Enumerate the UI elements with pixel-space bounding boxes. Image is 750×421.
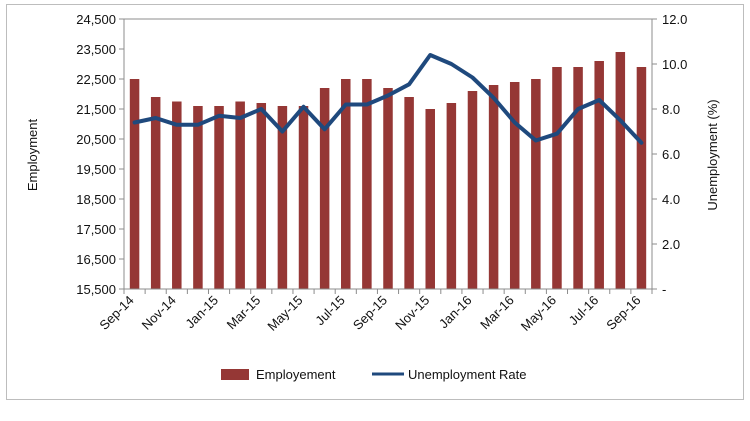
- label-layer: Employment Unemployment (%): [25, 99, 720, 210]
- x-tick-label-Jan-16: Jan-16: [436, 293, 475, 332]
- y-tick-label-5: 19,500: [76, 162, 116, 177]
- y2-tick-label-0: 12.0: [662, 12, 687, 27]
- employment-bar-Jun-15: [319, 88, 330, 289]
- y2-tick-label-3: 6.0: [662, 147, 680, 162]
- y-tick-label-2: 22,500: [76, 72, 116, 87]
- employment-bar-Nov-15: [425, 109, 435, 289]
- y-tick-label-6: 18,500: [76, 192, 116, 207]
- employment-bar-Apr-16: [531, 79, 541, 289]
- x-tick-label-Jan-15: Jan-15: [182, 292, 221, 331]
- page-bottom-strip: [0, 408, 750, 421]
- employment-bar-Sep-14: [129, 79, 140, 289]
- y2-tick-label-5: 2.0: [662, 237, 680, 252]
- employment-bar-May-15: [298, 106, 309, 289]
- employment-bar-Aug-15: [362, 79, 372, 289]
- y-tick-label-9: 15,500: [76, 282, 116, 297]
- employment-bar-Sep-15: [383, 88, 393, 289]
- y-tick-label-0: 24,500: [76, 12, 116, 27]
- employment-bar-Aug-16: [615, 52, 626, 289]
- x-tick-label-May-16: May-16: [518, 293, 559, 334]
- unemployment-rate-line: [132, 53, 644, 145]
- y2-tick-label-6: -: [662, 282, 666, 297]
- x-tick-label-Mar-16: Mar-16: [477, 293, 517, 333]
- x-tick-label-May-15: May-15: [264, 293, 305, 334]
- employment-bar-Jul-15: [341, 79, 351, 289]
- x-tick-label-Nov-15: Nov-15: [392, 292, 432, 332]
- legend-bar-label: Employement: [256, 367, 336, 382]
- y-tick-label-4: 20,500: [76, 132, 116, 147]
- x-tick-label-Sep-15: Sep-15: [350, 293, 390, 333]
- employment-bar-Jan-15: [214, 106, 224, 289]
- employment-bar-Apr-15: [277, 106, 288, 289]
- employment-bar-Oct-14: [150, 97, 161, 289]
- y-tick-label-7: 17,500: [76, 222, 116, 237]
- y-axis-title: Employment: [25, 118, 40, 191]
- employment-bar-Dec-14: [193, 106, 203, 289]
- x-tick-label-Sep-14: Sep-14: [96, 293, 136, 333]
- y2-tick-label-2: 8.0: [662, 102, 680, 117]
- employment-bar-May-16: [552, 67, 562, 289]
- y2-tick-label-1: 10.0: [662, 57, 687, 72]
- employment-bar-Jan-16: [467, 91, 478, 289]
- y-tick-label-1: 23,500: [76, 42, 116, 57]
- employment-bar-Sep-16: [636, 67, 647, 289]
- employment-bar-Feb-16: [488, 85, 499, 289]
- legend-line-label: Unemployment Rate: [408, 367, 527, 382]
- legend: Employement Unemployment Rate: [221, 367, 527, 382]
- y2-axis-title: Unemployment (%): [705, 99, 720, 210]
- x-tick-label-Jul-16: Jul-16: [566, 293, 602, 329]
- employment-bar-Feb-15: [235, 101, 245, 289]
- employment-bar-Dec-15: [446, 103, 457, 289]
- employment-bar-Mar-15: [256, 103, 267, 289]
- legend-bar-swatch: [221, 369, 249, 380]
- y-tick-label-8: 16,500: [76, 252, 116, 267]
- employment-bar-Mar-16: [509, 82, 520, 289]
- x-tick-label-Sep-16: Sep-16: [603, 292, 643, 332]
- employment-bar-Jun-16: [573, 67, 583, 289]
- y-tick-label-3: 21,500: [76, 102, 116, 117]
- employment-bar-Jul-16: [594, 61, 604, 289]
- x-tick-label-Mar-15: Mar-15: [224, 293, 264, 333]
- y2-tick-label-4: 4.0: [662, 192, 680, 207]
- x-tick-label-Jul-15: Jul-15: [312, 293, 348, 329]
- employment-bar-Nov-14: [172, 101, 182, 289]
- employment-bar-Oct-15: [404, 97, 414, 289]
- plot-layer: [129, 52, 647, 289]
- x-tick-label-Nov-14: Nov-14: [139, 293, 179, 333]
